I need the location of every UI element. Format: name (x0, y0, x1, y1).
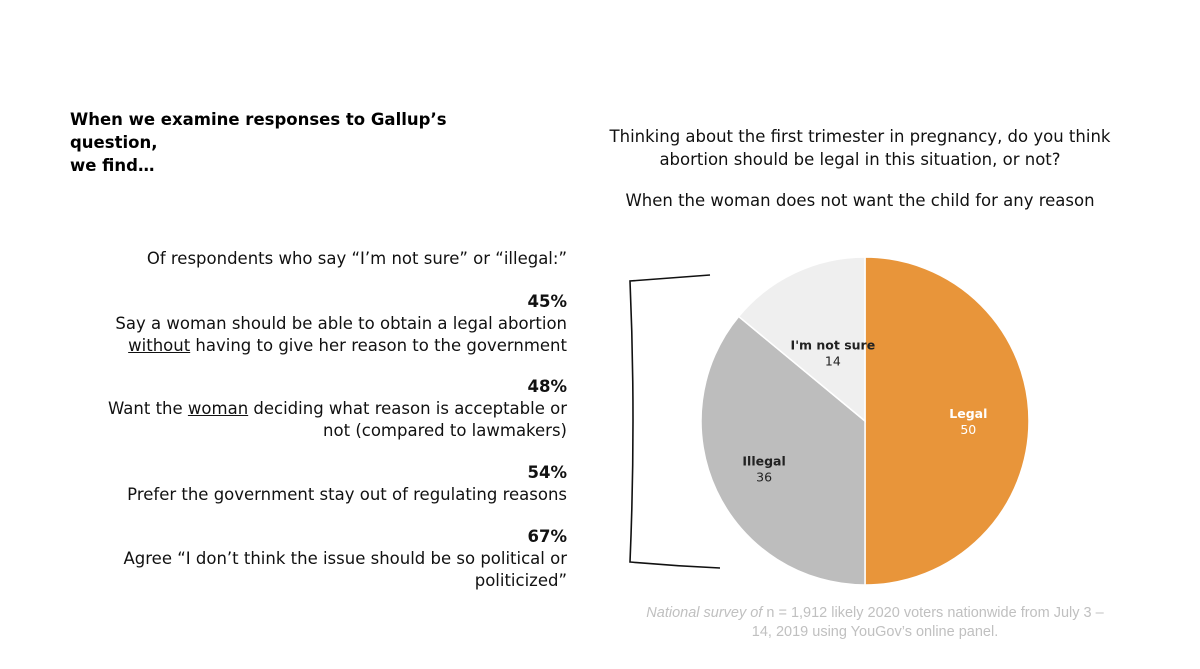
stat-text-line: not (compared to lawmakers) (323, 421, 567, 440)
stat-text-line: Agree “I don’t think the issue should be… (123, 549, 568, 568)
bracket-line (629, 274, 721, 569)
pie-slice-i-m-not-sure (737, 256, 866, 423)
slide-heading: When we examine responses to Gallup’s qu… (70, 108, 510, 177)
stat-text-line: without having to give her reason to the… (100, 335, 567, 357)
stat-text-line: politicized” (474, 571, 567, 590)
source-note: National survey of n = 1,912 likely 2020… (620, 604, 1130, 642)
slice-category-label: Illegal (742, 453, 785, 468)
stat-text-line: Say a woman should be able to obtain a l… (115, 314, 567, 333)
slice-value-label: 14 (825, 354, 841, 369)
stat-percent: 48% (527, 377, 568, 396)
source-italic: National survey of (646, 605, 763, 621)
stat-text-fragment: having to give her reason to the governm… (190, 336, 567, 355)
stat-text-fragment: Want the (108, 399, 188, 418)
stat-text-line: Prefer the government stay out of regula… (127, 485, 567, 504)
stat-block-48: 48% Want the woman deciding what reason … (100, 376, 567, 442)
stat-text-line: Want the woman deciding what reason is a… (100, 398, 567, 420)
source-line-2: 14, 2019 using YouGov’s online panel. (751, 624, 999, 640)
stat-percent: 67% (527, 527, 568, 546)
pie-slice-legal (864, 256, 1030, 586)
slice-category-label: I'm not sure (791, 338, 876, 353)
source-text: n = 1,912 likely 2020 voters nationwide … (762, 605, 1104, 621)
intro-text: Of respondents who say “I’m not sure” or… (146, 249, 567, 268)
stat-emphasis: woman (187, 399, 249, 418)
chart-subtitle: When the woman does not want the child f… (625, 191, 1095, 210)
stat-block-45: 45% Say a woman should be able to obtain… (100, 291, 567, 357)
stat-text-fragment: deciding what reason is acceptable or (248, 399, 567, 418)
heading-line-1: When we examine responses to Gallup’s qu… (70, 110, 447, 152)
slice-value-label: 36 (756, 469, 772, 484)
source-line-1: National survey of n = 1,912 likely 2020… (620, 604, 1130, 623)
pie-slice-illegal (700, 315, 866, 586)
chart-question: Thinking about the first trimester in pr… (595, 125, 1125, 171)
stat-block-54: 54% Prefer the government stay out of re… (100, 462, 567, 506)
question-line-1: Thinking about the first trimester in pr… (609, 127, 1111, 146)
stat-emphasis: without (128, 336, 191, 355)
stat-percent: 54% (527, 463, 568, 482)
heading-line-2: we find… (70, 156, 155, 175)
slice-value-label: 50 (960, 422, 976, 437)
question-line-2: abortion should be legal in this situati… (659, 150, 1061, 169)
stat-percent: 45% (527, 292, 568, 311)
stat-block-67: 67% Agree “I don’t think the issue shoul… (100, 526, 568, 592)
slice-category-label: Legal (949, 406, 987, 421)
